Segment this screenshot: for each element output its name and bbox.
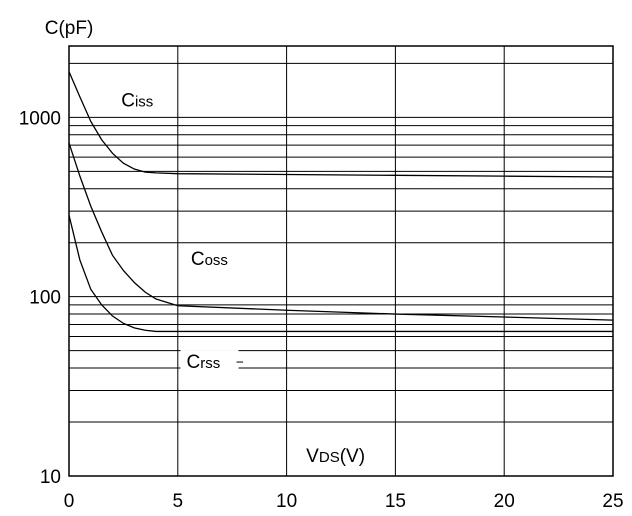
series-crss-label: Crss (187, 352, 221, 373)
series-ciss-label: Ciss (121, 90, 153, 111)
curve-layer (68, 71, 614, 333)
series-coss-line (68, 142, 614, 321)
x-axis-title-main: V (306, 446, 319, 467)
label-background (180, 350, 239, 377)
tick-layer: 0 5 10 15 20 25 10 100 1000 (19, 108, 624, 512)
x-axis-title: VDS(V) (306, 446, 365, 467)
x-axis-title-unit: (V) (340, 446, 365, 467)
series-coss-label: Coss (191, 249, 228, 270)
series-crss-line (68, 214, 613, 333)
y-tick-label: 100 (29, 288, 61, 309)
x-tick-label: 20 (494, 491, 515, 512)
x-tick-label: 10 (276, 491, 297, 512)
x-axis-title-sub: DS (319, 449, 340, 466)
y-axis-title: C(pF) (45, 18, 94, 39)
label-layer: Ciss Coss Crss (121, 90, 244, 377)
y-tick-label: 10 (40, 467, 61, 488)
x-tick-label: 0 (64, 491, 75, 512)
grid-layer (68, 46, 614, 476)
x-tick-label: 5 (173, 491, 184, 512)
y-tick-label: 1000 (19, 108, 61, 129)
plot-frame (68, 45, 614, 477)
x-tick-label: 25 (602, 491, 623, 512)
series-ciss-line (68, 71, 614, 178)
x-tick-label: 15 (385, 491, 406, 512)
